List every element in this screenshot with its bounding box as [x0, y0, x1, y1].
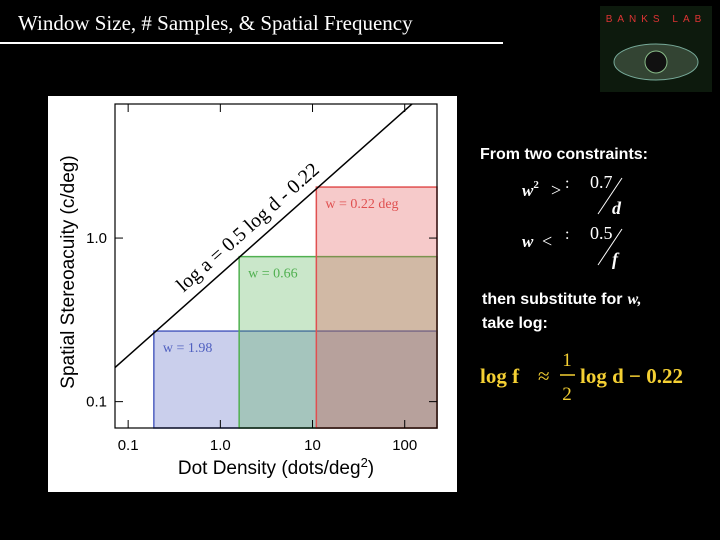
formula-var: w	[522, 232, 534, 251]
x-axis-label-part: Dot Density (dots/deg	[178, 458, 361, 479]
formula-num: 0.7	[590, 172, 613, 192]
result-rhs: log d − 0.22	[580, 364, 683, 388]
formula-var: w	[522, 181, 534, 200]
result-approx: ≈	[538, 364, 550, 388]
y-axis-label: Spatial Stereoacuity (c/deg)	[58, 155, 79, 388]
region-label: w = 0.22 deg	[325, 197, 398, 212]
formula-slash	[597, 228, 623, 266]
logo-text: BANKS LAB	[606, 14, 707, 25]
x-tick-label: 0.1	[118, 437, 139, 454]
logo-pupil	[644, 50, 668, 74]
region	[153, 330, 438, 429]
x-axis-label: Dot Density (dots/deg2)	[178, 455, 374, 479]
formula-exp: 2	[533, 179, 539, 191]
region	[238, 255, 438, 429]
formula-den: f	[612, 249, 620, 269]
formula-lhs: w	[522, 232, 534, 251]
formula-den: d	[612, 198, 622, 218]
x-tick-label: 1.0	[210, 437, 231, 454]
formula-sep: :	[565, 175, 569, 192]
fit-line	[115, 104, 414, 369]
formula-sep: :	[565, 226, 569, 243]
region-label: w = 1.98	[163, 341, 213, 356]
notes-heading: From two constraints:	[480, 146, 648, 163]
x-tick-label: 100	[392, 437, 417, 454]
formula-lhs: w2	[522, 179, 539, 200]
chart-panel	[48, 96, 457, 492]
notes-text-part: then substitute for	[482, 291, 622, 308]
result-num: 1	[562, 350, 572, 371]
slide-title: Window Size, # Samples, & Spatial Freque…	[18, 11, 413, 35]
x-axis-label-sup: 2	[361, 455, 368, 470]
region-label: w = 0.66	[248, 267, 298, 282]
plot-frame	[114, 103, 438, 429]
formula-slash	[597, 177, 623, 215]
x-axis-label-part: )	[368, 458, 374, 479]
x-tick-label: 10	[304, 437, 321, 454]
formula-op: <	[542, 231, 552, 251]
notes-text-var: w,	[627, 291, 641, 308]
formula-num: 0.5	[590, 223, 613, 243]
notes-text: take log:	[482, 315, 548, 332]
formula-op: >	[551, 180, 561, 200]
result-lhs: log f	[480, 364, 520, 388]
y-tick-label: 0.1	[86, 394, 107, 411]
region	[315, 186, 438, 429]
y-tick-label: 1.0	[86, 230, 107, 247]
result-den: 2	[562, 384, 572, 405]
notes-text: then substitute for w,	[482, 291, 642, 308]
